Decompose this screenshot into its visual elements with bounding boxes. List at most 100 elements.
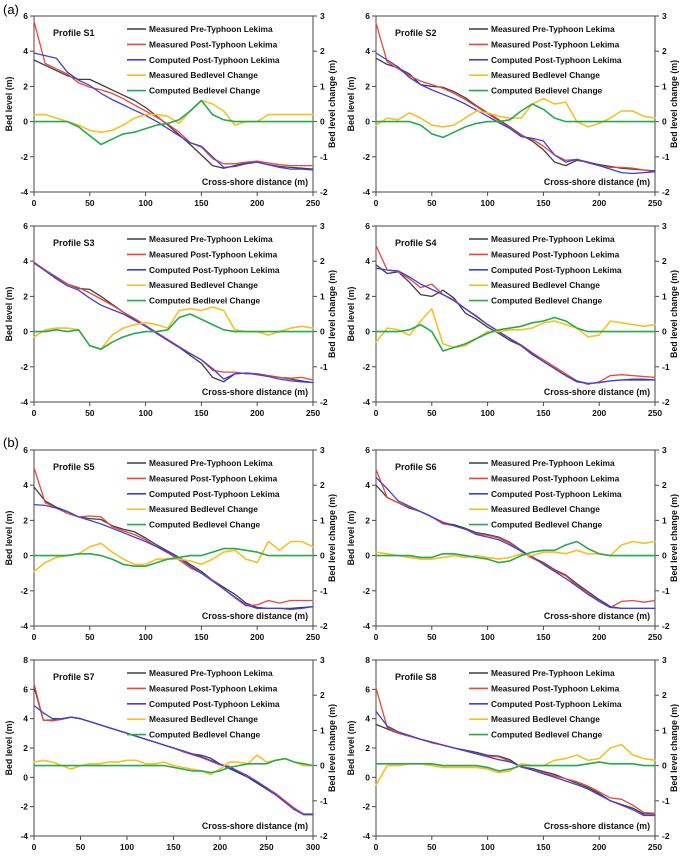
x-axis-tick-label: 100 [481,842,495,852]
left-axis-tick-label: -4 [20,621,28,631]
left-axis-tick-label: 2 [365,515,370,525]
legend-label-pre: Measured Pre-Typhoon Lekima [491,234,615,244]
series-cchg-line [33,313,314,350]
right-axis-tick-label: 1 [662,515,667,525]
x-axis-tick-label: 250 [306,198,320,208]
right-axis-tick-label: -1 [320,586,328,596]
legend-label-comp: Computed Post-Typhoon Lekima [491,489,622,499]
left-axis-tick-label: 6 [23,445,28,455]
x-axis-tick-label: 150 [194,198,208,208]
left-axis-tick-label: 0 [23,327,28,337]
chart-canvas: 6 4 2 0 -2 -4 3 2 1 0 -1 -2 0 50 100 150 200 250 Profile S… [4,221,337,418]
subplot-profile-s2: 6 4 2 0 -2 -4 3 2 1 0 -1 -2 0 50 100 150 200 250 Profile S… [343,8,685,218]
legend-label-mchg: Measured Bedlevel Change [491,70,600,80]
left-axis-tick-label: 0 [23,772,28,782]
left-axis-tick-label: 0 [23,551,28,561]
x-axis-title: Cross-shore distance (m) [544,387,650,397]
right-axis-title: Bed level change (m) [327,704,337,792]
left-axis-tick-label: -4 [362,621,370,631]
series-comp-line [33,503,314,610]
subplot-profile-s1: 6 4 2 0 -2 -4 3 2 1 0 -1 -2 0 50 100 150 200 250 Profile S… [1,8,343,218]
x-axis-title: Cross-shore distance (m) [544,611,650,621]
series-cchg-line [375,540,656,564]
right-axis-tick-label: 0 [320,327,325,337]
right-axis-tick-label: -2 [320,621,328,631]
left-axis-tick-label: -4 [20,397,28,407]
legend-label-mchg: Measured Bedlevel Change [491,714,600,724]
right-axis-tick-label: -2 [320,397,328,407]
panel-a-label: (a) [3,2,19,17]
x-axis-title: Cross-shore distance (m) [202,387,308,397]
subplot-profile-s3: 6 4 2 0 -2 -4 3 2 1 0 -1 -2 0 50 100 150 200 250 Profile S… [1,218,343,428]
legend-label-pre: Measured Pre-Typhoon Lekima [149,668,273,678]
left-axis-tick-label: -2 [20,586,28,596]
x-axis-tick-label: 100 [139,408,153,418]
left-axis-tick-label: 6 [365,11,370,21]
series-comp-line [375,476,656,610]
right-axis-tick-label: -1 [320,362,328,372]
legend-label-mchg: Measured Bedlevel Change [149,280,258,290]
left-axis-tick-label: -4 [20,831,28,841]
right-axis-tick-label: -2 [662,831,670,841]
series-comp-line [375,52,656,175]
right-axis-tick-label: -1 [662,152,670,162]
chart-title: Profile S4 [395,238,437,248]
right-axis-tick-label: 1 [662,725,667,735]
x-axis-tick-label: 100 [139,198,153,208]
right-axis-tick-label: 3 [320,11,325,21]
legend-label-pre: Measured Pre-Typhoon Lekima [491,24,615,34]
right-axis-tick-label: 0 [320,117,325,127]
left-axis-tick-label: 4 [23,480,28,490]
legend-label-post: Measured Post-Typhoon Lekima [149,249,278,259]
left-axis-tick-label: 0 [365,772,370,782]
legend-label-pre: Measured Pre-Typhoon Lekima [491,668,615,678]
x-axis-tick-label: 50 [427,632,437,642]
right-axis-title: Bed level change (m) [669,60,679,148]
left-axis-title: Bed level (m) [4,721,14,776]
right-axis-title: Bed level change (m) [327,494,337,582]
left-axis-tick-label: 4 [23,256,28,266]
right-axis-tick-label: 1 [320,81,325,91]
right-axis-tick-label: -1 [662,362,670,372]
right-axis-tick-label: 2 [320,46,325,56]
x-axis-tick-label: 150 [166,842,180,852]
right-axis-tick-label: 2 [662,480,667,490]
left-axis-tick-label: 6 [365,684,370,694]
legend-label-post: Measured Post-Typhoon Lekima [491,39,620,49]
right-axis-tick-label: -1 [320,152,328,162]
right-axis-title: Bed level change (m) [327,60,337,148]
series-mchg-line [33,99,314,133]
left-axis-tick-label: 4 [365,46,370,56]
right-axis-tick-label: 0 [662,327,667,337]
x-axis-title: Cross-shore distance (m) [202,821,308,831]
chart-canvas: 6 4 2 0 -2 -4 3 2 1 0 -1 -2 0 50 100 150 200 250 Profile S… [346,221,679,418]
x-axis-tick-label: 200 [592,842,606,852]
x-axis-tick-label: 0 [32,408,37,418]
series-post-line [33,261,314,381]
right-axis-title: Bed level change (m) [327,270,337,358]
legend-label-cchg: Computed Bedlevel Change [149,730,261,740]
x-axis-tick-label: 150 [536,198,550,208]
right-axis-tick-label: 1 [662,291,667,301]
x-axis-tick-label: 250 [648,408,662,418]
x-axis-tick-label: 200 [250,198,264,208]
legend-label-pre: Measured Pre-Typhoon Lekima [149,24,273,34]
left-axis-title: Bed level (m) [4,287,14,342]
series-comp-line [33,262,314,384]
left-axis-tick-label: 2 [23,291,28,301]
x-axis-tick-label: 50 [427,198,437,208]
left-axis-tick-label: 0 [365,551,370,561]
left-axis-title: Bed level (m) [4,77,14,132]
x-axis-tick-label: 150 [536,408,550,418]
right-axis-tick-label: 3 [662,445,667,455]
x-axis-tick-label: 0 [374,198,379,208]
series-cchg-line [375,316,656,352]
subplot-profile-s7: 8 6 4 2 0 -2 -4 3 2 1 0 -1 -2 0 50 100 150 200 250 300 Profi… [1,652,343,862]
left-axis-tick-label: 0 [23,117,28,127]
chart-title: Profile S3 [53,238,95,248]
right-axis-tick-label: 1 [320,725,325,735]
legend-label-post: Measured Post-Typhoon Lekima [149,473,278,483]
series-cchg-line [33,547,314,567]
x-axis-tick-label: 200 [592,408,606,418]
right-axis-tick-label: 3 [320,445,325,455]
